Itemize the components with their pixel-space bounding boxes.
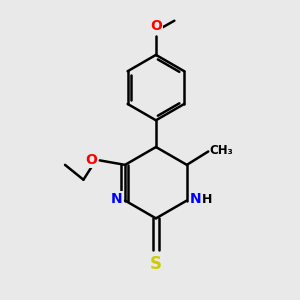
Text: N: N (111, 192, 123, 206)
Text: N: N (190, 192, 201, 206)
Text: CH₃: CH₃ (210, 143, 233, 157)
Text: S: S (150, 255, 162, 273)
Text: O: O (150, 19, 162, 33)
Text: O: O (85, 153, 98, 167)
Text: H: H (202, 193, 213, 206)
